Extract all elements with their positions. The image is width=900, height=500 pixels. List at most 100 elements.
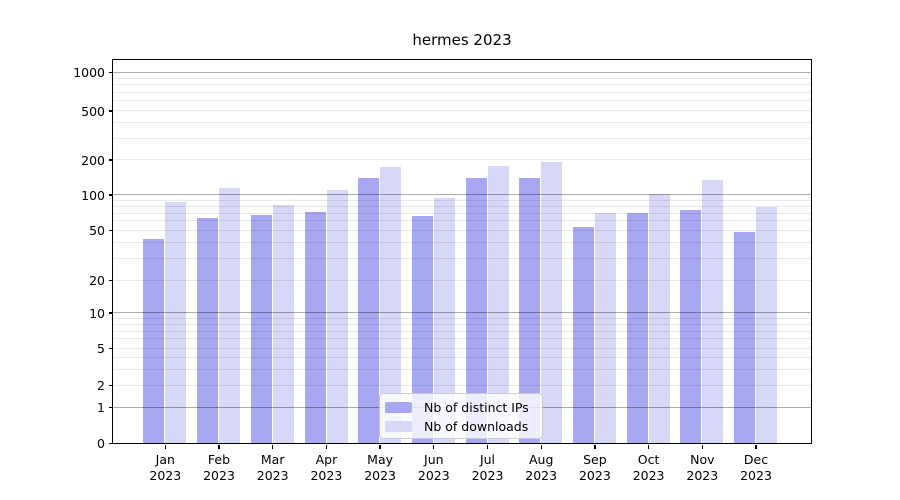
bar-mar-distinct-ips xyxy=(250,214,272,444)
bar-nov-downloads xyxy=(702,179,724,444)
bar-oct-downloads xyxy=(648,193,670,444)
x-tick-mark xyxy=(325,444,328,449)
x-tick-mark xyxy=(540,444,542,449)
major-gridline xyxy=(112,194,811,196)
bar-jun-distinct-ips xyxy=(411,216,433,444)
bar-aug-downloads xyxy=(541,162,563,444)
minor-gridline xyxy=(112,347,811,349)
minor-gridline xyxy=(112,84,811,86)
bar-mar-downloads xyxy=(272,205,294,444)
minor-gridline xyxy=(112,77,811,79)
y-tick-mark xyxy=(108,442,113,444)
y-tick-mark xyxy=(108,230,113,232)
legend-label-downloads: Nb of downloads xyxy=(424,418,529,434)
bar-oct-distinct-ips xyxy=(626,213,648,444)
y-tick-label: 20 xyxy=(89,273,105,289)
minor-gridline xyxy=(112,317,811,319)
y-tick-label: 100 xyxy=(81,187,105,203)
x-tick-label: Oct 2023 xyxy=(632,452,665,483)
x-tick-label: May 2023 xyxy=(364,452,396,483)
x-tick-label: Sep 2023 xyxy=(578,452,611,483)
x-tick-mark xyxy=(486,444,489,449)
x-tick-mark xyxy=(647,444,650,449)
legend-item-downloads: Nb of downloads xyxy=(385,417,542,436)
legend-item-distinct-ips: Nb of distinct IPs xyxy=(385,398,542,417)
y-tick-mark xyxy=(108,385,113,387)
bar-may-downloads xyxy=(380,166,402,444)
x-tick-label: Mar 2023 xyxy=(256,452,289,483)
y-tick-label: 0 xyxy=(97,435,105,451)
minor-gridline xyxy=(112,122,811,124)
minor-gridline xyxy=(112,110,811,112)
legend-swatch-distinct-ips xyxy=(385,401,412,413)
legend-label-distinct-ips: Nb of distinct IPs xyxy=(424,399,529,415)
minor-gridline xyxy=(112,330,811,332)
x-tick-label: Apr 2023 xyxy=(310,452,343,483)
x-tick-label: Dec 2023 xyxy=(740,452,772,483)
plot-inner xyxy=(112,60,811,444)
x-tick-mark xyxy=(594,444,596,449)
minor-gridline xyxy=(112,199,811,201)
y-tick-label: 200 xyxy=(81,152,105,168)
x-tick-mark xyxy=(272,444,274,449)
bar-dec-distinct-ips xyxy=(734,231,756,444)
y-tick-mark xyxy=(108,312,113,314)
x-tick-label: Jul 2023 xyxy=(471,452,504,483)
minor-gridline xyxy=(112,137,811,139)
bar-apr-downloads xyxy=(326,190,348,444)
minor-gridline xyxy=(112,229,811,231)
minor-gridline xyxy=(112,257,811,259)
x-tick-label: Feb 2023 xyxy=(203,452,235,483)
bar-sep-distinct-ips xyxy=(573,226,595,444)
minor-gridline xyxy=(112,279,811,281)
minor-gridline xyxy=(112,368,811,370)
legend: Nb of distinct IPs Nb of downloads xyxy=(379,392,543,439)
chart-title: hermes 2023 xyxy=(412,31,512,49)
y-tick-label: 500 xyxy=(81,103,105,119)
y-tick-mark xyxy=(108,348,113,350)
x-tick-label: Aug 2023 xyxy=(525,452,558,483)
y-tick-mark xyxy=(108,194,113,196)
x-tick-mark xyxy=(218,444,220,449)
bar-apr-distinct-ips xyxy=(304,211,326,444)
x-tick-label: Jan 2023 xyxy=(149,452,182,483)
y-tick-mark xyxy=(108,72,113,74)
bar-aug-distinct-ips xyxy=(519,177,541,444)
minor-gridline xyxy=(112,100,811,102)
x-tick-mark xyxy=(755,444,757,449)
y-tick-label: 50 xyxy=(89,223,105,239)
minor-gridline xyxy=(112,205,811,207)
y-tick-label: 1 xyxy=(97,400,105,415)
minor-gridline xyxy=(112,356,811,358)
y-tick-mark xyxy=(108,159,113,161)
minor-gridline xyxy=(112,212,811,214)
x-tick-label: Jun 2023 xyxy=(417,452,450,483)
x-tick-label: Nov 2023 xyxy=(686,452,719,483)
bar-sep-downloads xyxy=(595,212,617,444)
plot-area xyxy=(111,58,812,445)
major-gridline xyxy=(112,312,811,314)
y-tick-label: 10 xyxy=(89,305,105,321)
legend-swatch-downloads xyxy=(385,420,412,432)
y-tick-mark xyxy=(108,110,113,112)
bar-jul-distinct-ips xyxy=(465,178,487,444)
bar-feb-downloads xyxy=(219,187,241,444)
minor-gridline xyxy=(112,220,811,222)
bar-jul-downloads xyxy=(487,165,509,444)
bar-jan-distinct-ips xyxy=(143,238,165,444)
x-tick-mark xyxy=(433,444,435,449)
x-tick-mark xyxy=(701,444,703,449)
bar-jun-downloads xyxy=(433,197,455,444)
bar-feb-distinct-ips xyxy=(197,217,219,444)
y-tick-label: 5 xyxy=(97,341,105,357)
bar-jan-downloads xyxy=(165,202,187,444)
y-tick-label: 1000 xyxy=(73,65,105,81)
x-tick-mark xyxy=(379,444,381,449)
minor-gridline xyxy=(112,323,811,325)
bar-may-distinct-ips xyxy=(358,177,380,444)
y-tick-mark xyxy=(108,406,113,409)
minor-gridline xyxy=(112,384,811,386)
minor-gridline xyxy=(112,242,811,244)
minor-gridline xyxy=(112,159,811,161)
